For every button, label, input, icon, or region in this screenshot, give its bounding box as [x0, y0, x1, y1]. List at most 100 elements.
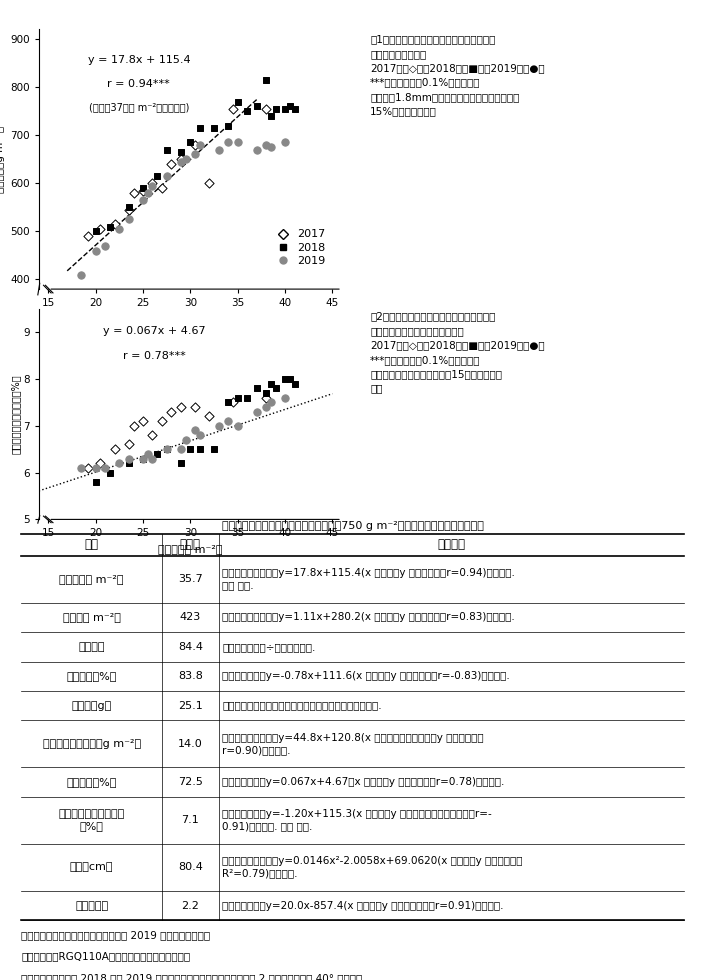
Point — [142, 185, 154, 201]
Point — [142, 446, 154, 462]
Text: 穂数（本 m⁻²）: 穂数（本 m⁻²） — [63, 612, 121, 622]
Text: 粉数との回帰式y=-1.20x+115.3(x が粉数でy が玄米タンパク質含有率、r=-
0.91)より算出. 図２ 参照.: 粉数との回帰式y=-1.20x+115.3(x が粉数でy が玄米タンパク質含有… — [222, 809, 492, 831]
Point — [270, 380, 281, 396]
Text: 稈長との回帰式y=20.0x-857.4(x が稈長でy が倒伏スコア、r=0.91)より算出.: 稈長との回帰式y=20.0x-857.4(x が稈長でy が倒伏スコア、r=0.… — [222, 901, 503, 910]
Point — [123, 202, 135, 218]
Text: 理論値: 理論値 — [180, 538, 201, 552]
Text: 稈長（cm）: 稈長（cm） — [70, 862, 114, 872]
Text: y = 0.067x + 4.67: y = 0.067x + 4.67 — [103, 325, 205, 335]
Point — [176, 456, 187, 471]
Point — [123, 212, 135, 227]
Point — [90, 474, 102, 490]
Point — [94, 221, 106, 237]
Text: 算出根拠: 算出根拠 — [437, 538, 465, 552]
Point — [223, 134, 234, 150]
Point — [99, 460, 111, 475]
Point — [261, 399, 272, 415]
Point — [161, 169, 172, 184]
Point — [194, 137, 205, 153]
Point — [194, 121, 205, 136]
Text: 2.2: 2.2 — [181, 901, 200, 910]
Text: 玄米タンパク質含有率
（%）: 玄米タンパク質含有率 （%） — [59, 809, 125, 831]
Text: 粉数（千粒 m⁻²）: 粉数（千粒 m⁻²） — [59, 574, 124, 584]
Text: 千粒重は精玄米重と他の収量構成要素の理論値から算出.: 千粒重は精玄米重と他の収量構成要素の理論値から算出. — [222, 701, 381, 710]
Point — [279, 101, 290, 117]
Point — [137, 451, 149, 466]
Point — [265, 139, 276, 155]
Point — [176, 151, 187, 167]
Point — [104, 219, 116, 234]
Point — [123, 200, 135, 216]
Point — [157, 180, 168, 196]
Text: 形質: 形質 — [85, 538, 99, 552]
Point — [147, 451, 158, 466]
Point — [279, 371, 290, 387]
Text: 登熟歩合（%）: 登熟歩合（%） — [66, 671, 117, 681]
Point — [223, 118, 234, 133]
Point — [190, 147, 201, 163]
Text: 図2　「つきあかり」の単位面積あたり粉数
と玄米タンパク質含有率との関係
2017年（◇）、2018年（■）、2019年（●）
***は相関係数が0.1%水準で: 図2 「つきあかり」の単位面積あたり粉数 と玄米タンパク質含有率との関係 201… — [370, 312, 545, 394]
Text: 倒伏スコア: 倒伏スコア — [75, 901, 108, 910]
Text: 80.4: 80.4 — [178, 862, 203, 872]
Point — [213, 417, 224, 433]
Point — [152, 446, 163, 462]
Point — [82, 228, 94, 244]
Point — [265, 395, 276, 411]
Point — [180, 432, 191, 448]
Point — [166, 404, 177, 419]
Text: 粉粒判別器（RGQ110A、サタケ社製）を用いて調査: 粉粒判別器（RGQ110A、サタケ社製）を用いて調査 — [21, 952, 190, 961]
Text: r = 0.78***: r = 0.78*** — [123, 351, 185, 361]
Point — [99, 238, 111, 254]
Point — [265, 108, 276, 123]
Point — [284, 371, 295, 387]
Point — [90, 460, 102, 475]
Point — [194, 427, 205, 443]
Text: 地上部窒素吸収量（g m⁻²）: 地上部窒素吸収量（g m⁻²） — [42, 739, 141, 749]
Point — [90, 243, 102, 259]
Y-axis label: 精玄米重（g m⁻²）: 精玄米重（g m⁻²） — [0, 125, 4, 193]
Point — [185, 134, 196, 150]
Point — [270, 101, 281, 117]
Point — [123, 456, 135, 471]
Point — [279, 134, 290, 150]
Point — [265, 375, 276, 391]
Text: 精玄米重との回帰式y=44.8x+120.8(x が地上部窒素吸収量でy が精玄米重、
r=0.90)より算出.: 精玄米重との回帰式y=44.8x+120.8(x が地上部窒素吸収量でy が精玄… — [222, 733, 484, 755]
Point — [261, 137, 272, 153]
Point — [137, 182, 149, 198]
Point — [114, 221, 125, 237]
Text: 粉数との回帰式y=-0.78x+111.6(x が粉数でy が登熟歩合、r=-0.83)より算出.: 粉数との回帰式y=-0.78x+111.6(x が粉数でy が登熟歩合、r=-0… — [222, 671, 510, 681]
Point — [251, 142, 262, 158]
Point — [232, 417, 243, 433]
Point — [152, 169, 163, 184]
Point — [209, 441, 220, 457]
Point — [137, 414, 149, 429]
Point — [279, 390, 290, 406]
Point — [90, 223, 102, 239]
Text: 精玄米重との回帰式y=1.11x+280.2(x が穂数でy が精玄米重、r=0.83)より算出.: 精玄米重との回帰式y=1.11x+280.2(x が穂数でy が精玄米重、r=0… — [222, 612, 515, 622]
Text: 千粒重（g）: 千粒重（g） — [71, 701, 112, 710]
Point — [190, 399, 201, 415]
Point — [161, 441, 172, 457]
Point — [213, 142, 224, 158]
Point — [123, 451, 135, 466]
X-axis label: 粉数（千粒 m⁻²）: 粉数（千粒 m⁻²） — [158, 314, 223, 323]
Point — [209, 121, 220, 136]
Text: (粉数か37千粒 m⁻²以下の場合): (粉数か37千粒 m⁻²以下の場合) — [89, 102, 189, 112]
Point — [289, 375, 300, 391]
Text: 83.8: 83.8 — [178, 671, 203, 681]
Point — [204, 409, 215, 424]
Point — [261, 73, 272, 88]
Point — [223, 414, 234, 429]
Point — [261, 101, 272, 117]
Point — [261, 385, 272, 401]
Point — [147, 175, 158, 191]
Point — [232, 94, 243, 110]
Point — [161, 142, 172, 158]
Text: r = 0.94***: r = 0.94*** — [107, 78, 170, 89]
Y-axis label: 玄米タンパク質含有率（%）: 玄米タンパク質含有率（%） — [11, 374, 20, 454]
Text: 精玄米重との回帰式y=17.8x+115.4(x が粉数でy が精玄米重、r=0.94)より算出.
図１ 参照.: 精玄米重との回帰式y=17.8x+115.4(x が粉数でy が精玄米重、r=0… — [222, 568, 515, 590]
Text: 14.0: 14.0 — [178, 739, 203, 749]
Text: 423: 423 — [180, 612, 201, 622]
Point — [128, 417, 139, 433]
Point — [157, 414, 168, 429]
